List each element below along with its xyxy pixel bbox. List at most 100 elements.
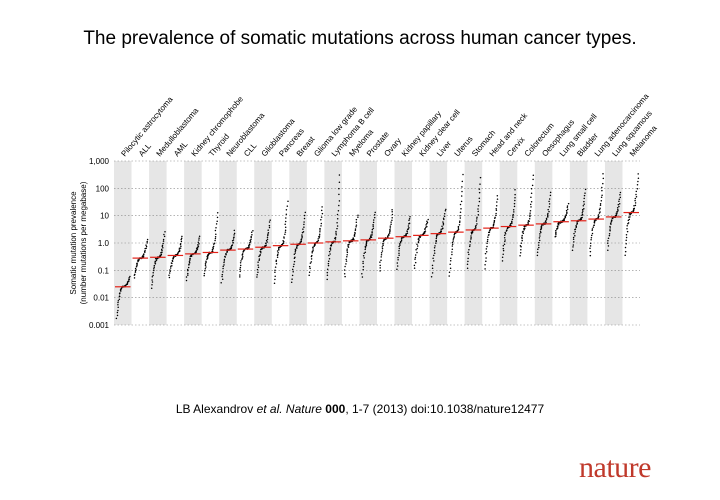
data-point <box>512 213 514 216</box>
data-point <box>277 253 279 256</box>
category-band <box>184 161 202 325</box>
data-point <box>519 255 521 257</box>
data-point <box>239 266 242 269</box>
data-point <box>225 252 227 255</box>
data-point <box>601 186 603 189</box>
data-point <box>144 250 146 252</box>
data-point <box>329 247 332 249</box>
data-point <box>159 254 161 256</box>
data-point <box>205 266 207 268</box>
data-point <box>416 245 419 247</box>
data-point <box>388 232 391 234</box>
data-point <box>205 260 207 262</box>
data-point <box>303 223 305 226</box>
data-point <box>293 253 296 255</box>
data-point <box>537 244 540 246</box>
data-point <box>616 207 619 209</box>
data-point <box>601 189 603 192</box>
data-point <box>239 264 242 267</box>
data-point <box>467 260 469 263</box>
category-band <box>254 161 272 325</box>
data-point <box>187 274 189 276</box>
data-point <box>145 245 148 248</box>
data-point <box>574 228 577 230</box>
data-point <box>511 222 513 225</box>
data-point <box>448 271 451 274</box>
data-point <box>504 231 506 234</box>
data-point <box>628 218 631 221</box>
data-point <box>320 209 323 212</box>
data-point <box>474 228 476 230</box>
data-point <box>309 267 311 270</box>
data-point <box>347 245 349 247</box>
data-point <box>346 255 348 258</box>
data-point <box>426 225 428 228</box>
data-point <box>382 244 384 247</box>
data-point <box>576 222 579 225</box>
data-point <box>408 222 411 224</box>
data-point <box>232 239 235 241</box>
data-point <box>195 251 197 254</box>
y-axis-label-units: (number mutations per megabase) <box>79 181 88 304</box>
data-point <box>215 233 217 236</box>
data-point <box>178 250 181 253</box>
data-point <box>222 265 224 268</box>
data-point <box>274 269 276 271</box>
data-point <box>346 249 348 252</box>
data-point <box>501 260 504 262</box>
data-point <box>233 229 236 232</box>
data-point <box>625 234 628 236</box>
data-point <box>301 234 303 236</box>
data-point <box>239 274 241 276</box>
data-point <box>399 244 401 246</box>
data-point <box>470 238 472 240</box>
data-point <box>566 205 569 207</box>
data-point <box>583 200 585 203</box>
data-point <box>486 240 489 243</box>
data-point <box>514 197 516 199</box>
data-point <box>275 260 277 263</box>
data-point <box>457 227 460 229</box>
data-point <box>618 202 621 205</box>
data-point <box>203 274 205 277</box>
data-point <box>477 208 479 210</box>
data-point <box>547 208 549 211</box>
y-tick-label: 0.001 <box>89 321 110 330</box>
data-point <box>346 254 348 256</box>
data-point <box>593 220 596 222</box>
data-point <box>598 215 600 218</box>
data-point <box>117 309 119 312</box>
data-point <box>581 208 584 211</box>
data-point <box>257 271 259 273</box>
data-point <box>370 236 373 239</box>
data-point <box>448 275 450 277</box>
data-point <box>435 236 438 238</box>
data-point <box>496 201 498 203</box>
data-point <box>248 245 250 248</box>
data-point <box>365 242 368 245</box>
data-point <box>362 268 364 271</box>
data-point <box>320 222 323 225</box>
data-point <box>153 269 155 272</box>
data-point <box>547 212 549 215</box>
data-point <box>233 236 235 238</box>
data-point <box>627 222 630 224</box>
data-point <box>530 200 533 203</box>
data-point <box>626 230 629 233</box>
data-point <box>116 311 119 314</box>
data-point <box>335 232 337 234</box>
data-point <box>418 237 420 240</box>
data-point <box>374 211 376 214</box>
data-point <box>511 218 514 221</box>
data-point <box>398 245 400 248</box>
data-point <box>327 262 330 265</box>
data-point <box>424 230 427 232</box>
data-point <box>197 245 200 248</box>
data-point <box>118 295 121 297</box>
data-point <box>574 231 576 233</box>
data-point <box>615 214 618 216</box>
data-point <box>608 233 611 235</box>
data-point <box>260 252 262 254</box>
data-point <box>145 247 147 250</box>
